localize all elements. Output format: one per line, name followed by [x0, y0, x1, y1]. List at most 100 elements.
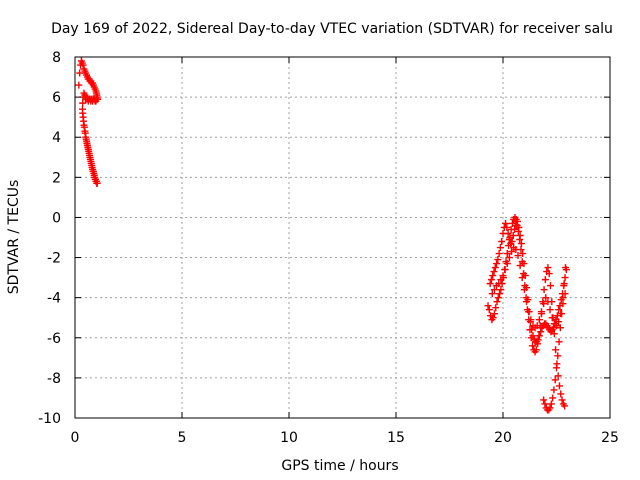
data-point: [494, 256, 502, 264]
x-tick-label: 25: [601, 430, 619, 446]
data-point: [75, 81, 83, 89]
data-point: [493, 260, 501, 268]
data-point: [525, 308, 533, 316]
y-tick-label: -6: [47, 331, 61, 347]
data-point: [554, 372, 562, 380]
y-tick-label: -8: [47, 371, 61, 387]
data-point: [526, 326, 534, 334]
data-point: [527, 316, 535, 324]
data-point: [498, 238, 506, 246]
data-point: [490, 286, 498, 294]
data-point: [534, 340, 542, 348]
data-point: [76, 69, 84, 77]
data-point: [544, 264, 552, 272]
data-point: [546, 404, 554, 412]
data-point: [518, 274, 526, 282]
data-point: [487, 276, 495, 284]
data-point: [552, 346, 560, 354]
chart-title: Day 169 of 2022, Sidereal Day-to-day VTE…: [51, 21, 613, 37]
data-point: [540, 396, 548, 404]
data-point: [546, 306, 554, 314]
data-point: [538, 308, 546, 316]
data-point: [561, 290, 569, 298]
data-point: [80, 89, 88, 97]
data-point: [505, 254, 513, 262]
y-tick-label: 0: [52, 210, 61, 226]
data-point: [535, 332, 543, 340]
y-tick-label: 2: [52, 170, 61, 186]
data-point: [503, 260, 511, 268]
data-point: [537, 328, 545, 336]
data-point: [517, 240, 525, 248]
data-point: [495, 250, 503, 258]
data-point: [550, 386, 558, 394]
grid: [75, 57, 610, 418]
data-point: [556, 324, 564, 332]
data-point: [486, 280, 494, 288]
y-tick-label: -2: [47, 251, 61, 267]
data-point: [497, 276, 505, 284]
data-point: [558, 396, 566, 404]
data-point: [553, 322, 560, 330]
data-point: [488, 290, 496, 298]
data-point: [535, 316, 543, 324]
data-point: [516, 262, 524, 270]
data-point: [518, 258, 526, 266]
data-point: [529, 342, 537, 350]
data-point: [557, 390, 565, 398]
data-point: [491, 264, 499, 272]
data-point: [504, 229, 512, 237]
data-point: [520, 286, 528, 294]
data-point: [532, 346, 540, 354]
data-point: [79, 61, 87, 69]
data-point: [560, 280, 568, 288]
data-point: [561, 264, 569, 272]
data-point: [555, 318, 563, 326]
plot-frame: [74, 56, 611, 419]
data-point: [555, 306, 563, 314]
data-point: [496, 244, 504, 252]
data-point: [489, 314, 497, 322]
data-point: [527, 334, 535, 342]
axis-ticks: [74, 56, 611, 419]
data-point: [555, 338, 563, 346]
data-point: [523, 298, 531, 306]
data-point: [540, 300, 548, 308]
data-point: [489, 272, 497, 280]
data-point: [545, 270, 553, 278]
data-point: [502, 219, 510, 227]
data-point: [497, 286, 505, 294]
data-point: [519, 250, 527, 258]
data-point: [509, 231, 517, 239]
data-point: [561, 274, 569, 282]
data-point: [551, 376, 559, 384]
data-point: [499, 272, 507, 280]
data-point: [547, 400, 555, 408]
data-point: [555, 382, 563, 390]
data-point: [514, 252, 522, 260]
data-point: [516, 236, 524, 244]
x-tick-label: 10: [280, 430, 298, 446]
y-tick-label: 4: [52, 130, 61, 146]
data-point: [513, 221, 521, 229]
data-point: [494, 294, 502, 302]
data-point: [493, 298, 501, 306]
data-point: [503, 223, 511, 231]
data-point: [553, 364, 560, 372]
data-point: [549, 394, 557, 402]
y-tick-label: -10: [38, 411, 61, 427]
x-tick-label: 20: [494, 430, 512, 446]
data-point: [495, 280, 503, 288]
x-tick-label: 0: [71, 430, 80, 446]
data-point: [503, 250, 511, 258]
data-point: [511, 225, 519, 233]
data-point: [550, 330, 558, 338]
y-tick-label: -4: [47, 291, 61, 307]
data-point: [79, 99, 87, 107]
data-point: [541, 400, 549, 408]
data-point: [554, 352, 562, 360]
data-point: [541, 276, 549, 284]
data-point: [559, 294, 567, 302]
data-point: [492, 304, 500, 312]
